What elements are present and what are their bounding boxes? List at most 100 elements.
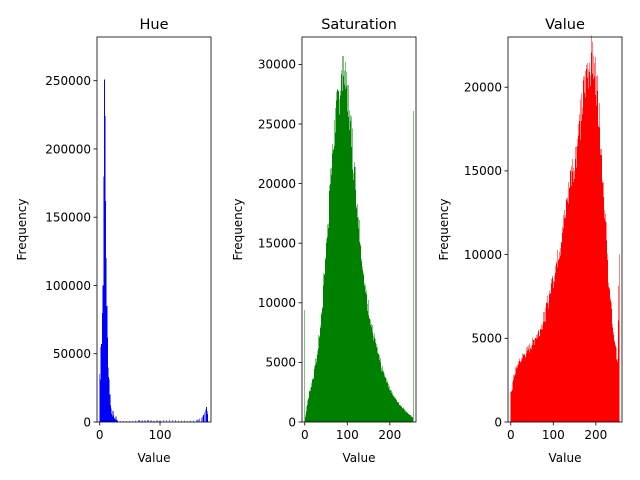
saturation-bar xyxy=(323,292,324,422)
value-bar xyxy=(536,333,538,422)
value-bar xyxy=(575,146,576,422)
saturation-bar xyxy=(339,95,341,422)
value-bar xyxy=(579,120,580,422)
value-bar xyxy=(579,114,580,422)
saturation-bar xyxy=(383,373,384,422)
saturation-bar xyxy=(360,243,362,422)
value-bar xyxy=(557,259,559,422)
hue-bar xyxy=(113,417,115,422)
value-x-tick-label: 0 xyxy=(507,428,515,442)
value-bar xyxy=(551,283,552,422)
saturation-bar xyxy=(402,408,403,422)
value-bar xyxy=(588,69,589,422)
value-bar xyxy=(597,125,599,422)
saturation-bar xyxy=(358,228,360,422)
value-bar xyxy=(559,252,560,422)
saturation-bar xyxy=(403,409,405,422)
value-bar xyxy=(534,342,536,422)
saturation-bar xyxy=(355,196,356,422)
value-bar xyxy=(556,249,558,422)
saturation-bar xyxy=(388,385,390,422)
hue-bar xyxy=(206,411,208,422)
saturation-bar xyxy=(345,71,347,422)
saturation-bar xyxy=(306,406,308,422)
hue-y-tick-label: 50000 xyxy=(53,347,91,361)
saturation-bar xyxy=(309,390,311,422)
value-bar xyxy=(591,52,592,423)
hue-y-tick-label: 150000 xyxy=(45,211,91,225)
saturation-bar xyxy=(329,185,331,422)
saturation-bar xyxy=(368,315,369,422)
saturation-bar xyxy=(325,257,326,422)
value-bar xyxy=(519,358,520,422)
saturation-bar xyxy=(340,90,342,422)
hue-bar xyxy=(180,420,182,422)
value-bar xyxy=(599,127,600,422)
value-bar xyxy=(527,350,529,422)
saturation-bar xyxy=(379,358,381,422)
saturation-bar xyxy=(412,416,413,422)
hue-bar xyxy=(206,406,207,422)
hue-bar xyxy=(171,419,173,422)
saturation-bar xyxy=(331,167,332,422)
saturation-bar xyxy=(376,347,377,422)
saturation-bar xyxy=(324,259,326,422)
saturation-bar xyxy=(343,84,344,423)
saturation-bar xyxy=(404,408,405,422)
hue-bar xyxy=(200,417,202,422)
hue-bar xyxy=(115,419,116,422)
value-bar xyxy=(609,289,610,422)
value-bar xyxy=(546,302,547,422)
value-bar xyxy=(605,221,606,422)
saturation-bar xyxy=(306,408,307,422)
saturation-bar xyxy=(312,378,314,422)
hue-bar xyxy=(114,418,116,422)
saturation-bar xyxy=(378,355,380,422)
value-bar xyxy=(568,187,570,422)
value-bar xyxy=(512,381,514,422)
saturation-bar xyxy=(366,303,368,422)
saturation-bar xyxy=(380,362,382,422)
saturation-bar xyxy=(330,184,332,422)
saturation-bar xyxy=(324,275,325,422)
hue-y-axis-label: Frequency xyxy=(15,199,29,261)
value-bar xyxy=(544,312,545,422)
value-bar xyxy=(542,325,543,422)
saturation-bar xyxy=(358,225,359,422)
saturation-bar xyxy=(369,318,370,422)
value-bar xyxy=(616,359,617,422)
saturation-bar xyxy=(396,400,397,422)
saturation-bar xyxy=(349,110,351,422)
value-bar xyxy=(598,127,600,422)
value-bar xyxy=(543,317,544,422)
saturation-bar xyxy=(319,337,320,422)
value-bar xyxy=(548,301,549,422)
hue-panel: 0 100 0 50000 100000 150000 200000 250000 Hue Val… xyxy=(15,17,212,465)
saturation-bar xyxy=(326,245,328,422)
saturation-y-tick-label: 20000 xyxy=(258,177,296,191)
saturation-bar xyxy=(320,325,322,422)
saturation-bar xyxy=(356,208,357,422)
hue-bar xyxy=(177,420,179,422)
value-bar xyxy=(589,85,590,423)
saturation-bar xyxy=(372,332,374,422)
saturation-bar xyxy=(385,376,386,422)
value-bar xyxy=(525,357,526,422)
value-bar xyxy=(547,295,549,422)
value-bar xyxy=(562,232,563,422)
value-bar xyxy=(569,187,570,422)
value-bar xyxy=(572,171,573,422)
value-bar xyxy=(511,391,512,422)
saturation-bar xyxy=(344,62,346,423)
saturation-bar xyxy=(338,91,340,423)
value-bar xyxy=(522,358,523,422)
value-bar xyxy=(514,374,515,422)
saturation-bar xyxy=(413,110,414,423)
saturation-bar xyxy=(337,88,338,422)
value-bar xyxy=(584,94,585,422)
saturation-bar xyxy=(353,166,355,422)
value-bar xyxy=(587,62,589,423)
value-bar xyxy=(603,202,604,422)
value-bar xyxy=(513,376,515,422)
value-bar xyxy=(515,373,516,422)
